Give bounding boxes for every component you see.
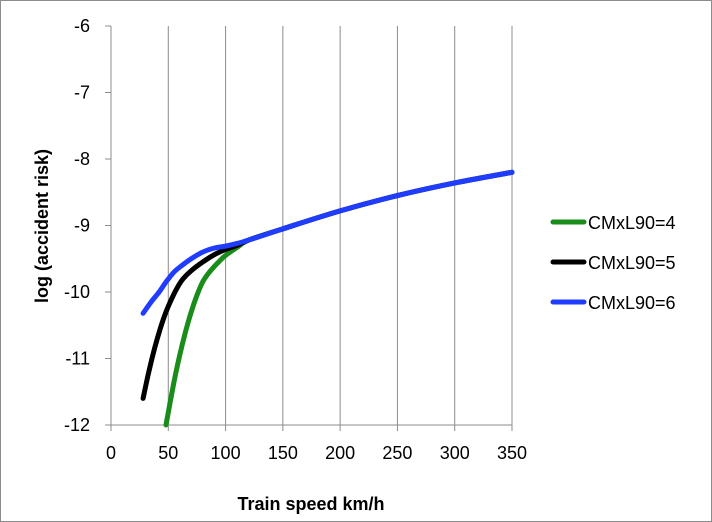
x-tick-label: 150 bbox=[268, 443, 298, 463]
axes bbox=[105, 25, 513, 431]
y-tick-label: -6 bbox=[74, 16, 90, 36]
gridlines bbox=[167, 26, 513, 425]
y-axis-title: log (accident risk) bbox=[32, 149, 52, 303]
y-tick-label: -10 bbox=[64, 282, 90, 302]
y-tick-label: -11 bbox=[65, 349, 90, 369]
x-tick-label: 300 bbox=[440, 443, 470, 463]
legend-label: CMxL90=4 bbox=[588, 213, 676, 233]
x-tick-label: 250 bbox=[382, 443, 412, 463]
x-tick-labels: 0 50 100 150 200 250 300 350 bbox=[106, 443, 527, 463]
y-tick-label: -9 bbox=[74, 216, 90, 236]
y-tick-label: -8 bbox=[74, 149, 90, 169]
x-tick-label: 200 bbox=[325, 443, 355, 463]
x-tick-label: 0 bbox=[106, 443, 116, 463]
x-axis-title: Train speed km/h bbox=[237, 494, 384, 514]
legend: CMxL90=4 CMxL90=5 CMxL90=6 bbox=[550, 213, 676, 313]
x-tick-label: 100 bbox=[211, 443, 241, 463]
x-tick-label: 350 bbox=[497, 443, 527, 463]
y-tick-labels: -12 -11 -10 -9 -8 -7 -6 bbox=[64, 16, 90, 435]
legend-label: CMxL90=5 bbox=[588, 253, 676, 273]
series-line-cmxl90-6 bbox=[140, 169, 515, 316]
y-tick-label: -7 bbox=[74, 83, 90, 103]
y-tick-label: -12 bbox=[64, 415, 90, 435]
x-tick-label: 50 bbox=[158, 443, 178, 463]
series-lines bbox=[140, 169, 515, 428]
legend-label: CMxL90=6 bbox=[588, 293, 676, 313]
